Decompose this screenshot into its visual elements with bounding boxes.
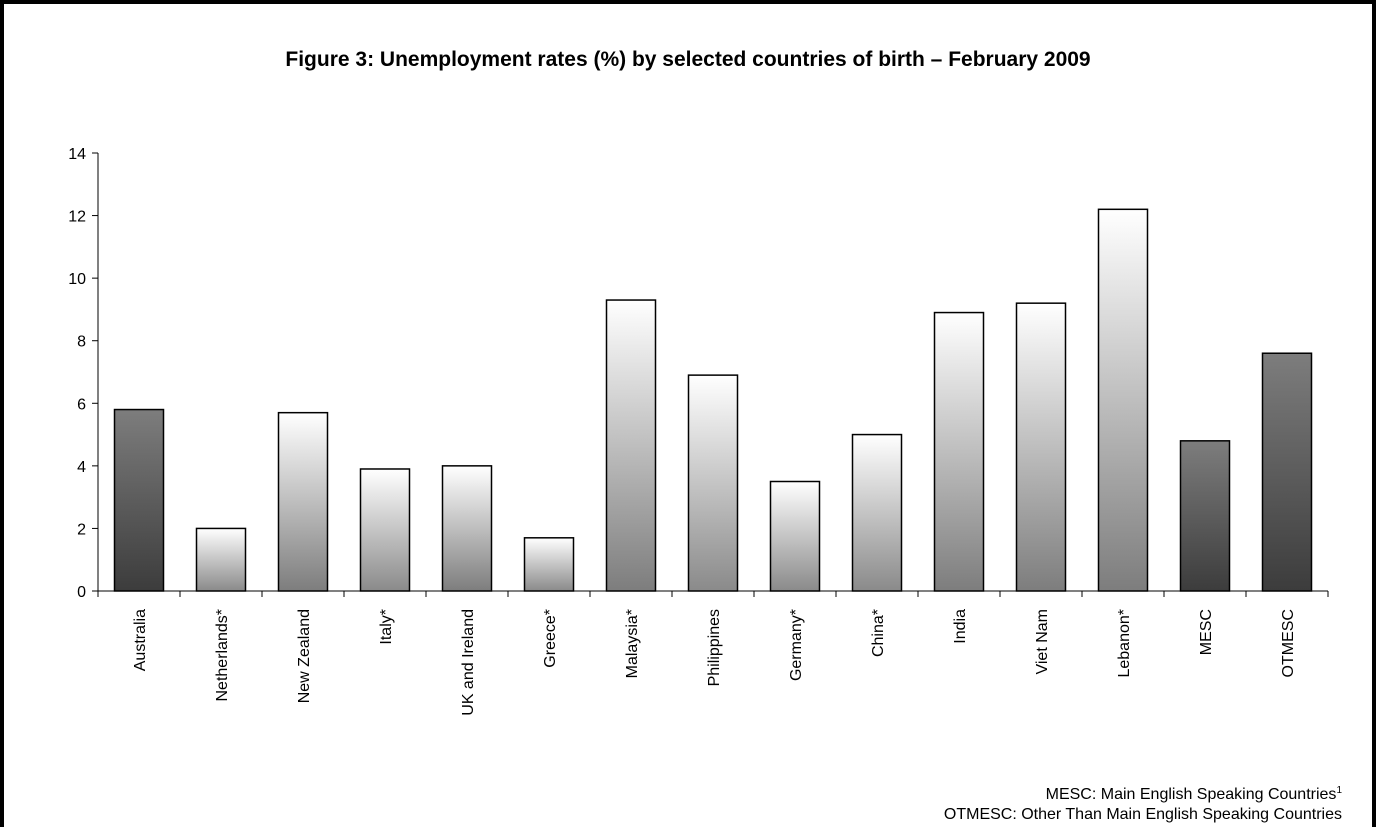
bar-malaysia — [605, 299, 657, 592]
footnote-mesc: MESC: Main English Speaking Countries1 — [1045, 785, 1342, 804]
x-tick-label: New Zealand — [296, 609, 313, 703]
footnote-otmesc: OTMESC: Other Than Main English Speaking… — [943, 806, 1342, 823]
bar-new-zealand — [277, 411, 329, 592]
y-tick-label: 4 — [77, 459, 86, 476]
bar-australia — [113, 408, 165, 592]
footnotes: MESC: Main English Speaking Countries1 O… — [944, 785, 1342, 825]
x-tick-label: India — [952, 609, 969, 644]
x-tick-label: Germany* — [788, 609, 805, 681]
bar-lebanon — [1097, 208, 1149, 592]
x-tick-label: Malaysia* — [624, 609, 641, 678]
footnote-superscript: 1 — [1336, 785, 1342, 796]
x-tick-label: OTMESC — [1280, 609, 1297, 677]
x-tick-label: Netherlands* — [214, 609, 231, 702]
bar-philippines — [687, 374, 739, 592]
x-tick-label: Lebanon* — [1116, 609, 1133, 678]
bar-otmesc — [1261, 352, 1313, 592]
x-tick-label: Australia — [132, 609, 149, 671]
x-tick-label: Philippines — [706, 609, 723, 686]
x-tick-label: Viet Nam — [1034, 609, 1051, 675]
y-tick-label: 2 — [77, 521, 86, 538]
x-tick-label: Italy* — [378, 609, 395, 645]
bar-viet-nam — [1015, 302, 1067, 592]
bar-india — [933, 311, 985, 592]
y-tick-label: 14 — [68, 146, 86, 163]
y-tick-label: 0 — [77, 584, 86, 601]
y-tick-label: 6 — [77, 396, 86, 413]
y-tick-label: 12 — [68, 209, 86, 226]
bar-germany — [769, 480, 821, 592]
bar-greece — [523, 537, 575, 592]
y-tick-label: 10 — [68, 271, 86, 288]
chart-title: Figure 3: Unemployment rates (%) by sele… — [285, 48, 1091, 71]
x-tick-label: MESC — [1198, 609, 1215, 655]
bar-mesc — [1179, 440, 1231, 592]
x-tick-label: UK and Ireland — [460, 609, 477, 716]
y-tick-label: 8 — [77, 334, 86, 351]
bar-china — [851, 433, 903, 592]
bar-italy — [359, 468, 411, 592]
bar-netherlands — [195, 527, 247, 592]
x-tick-label: Greece* — [542, 609, 559, 668]
bar-uk-and-ireland — [441, 465, 493, 592]
x-tick-label: China* — [870, 609, 887, 657]
